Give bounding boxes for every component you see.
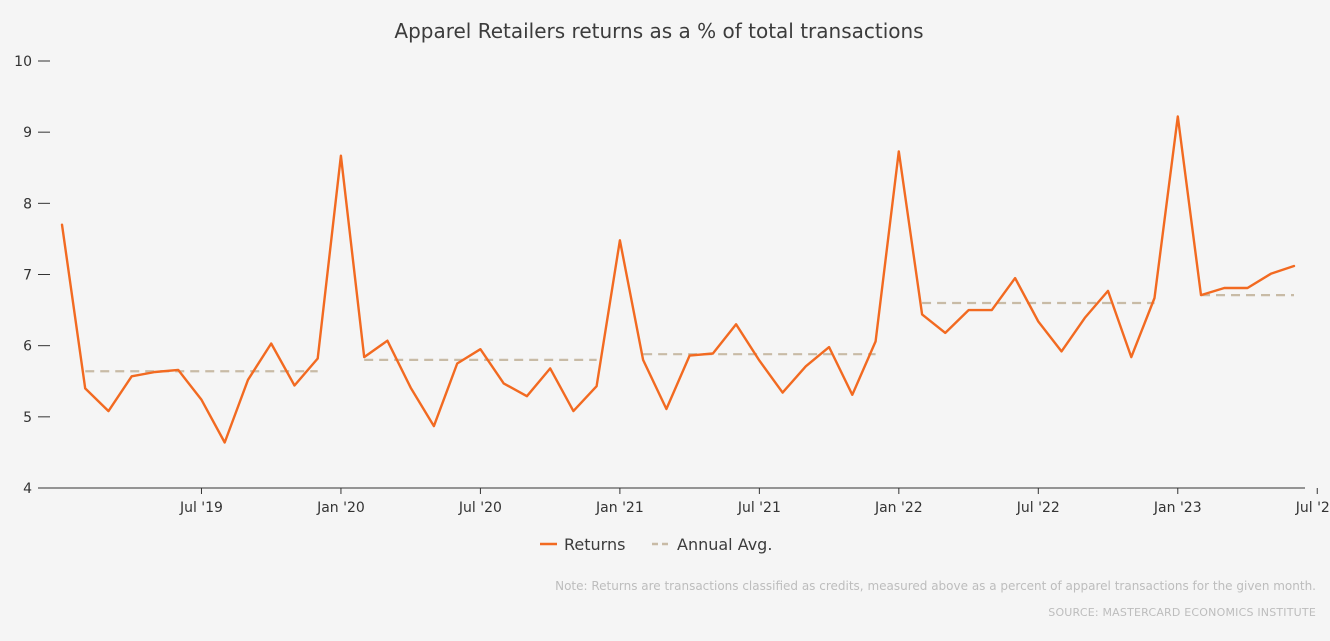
returns-point (687, 353, 693, 359)
returns-point (570, 408, 576, 414)
returns-point (826, 344, 832, 350)
returns-point (222, 439, 228, 445)
returns-point (268, 341, 274, 347)
y-tick-label: 6 (23, 339, 32, 355)
returns-point (1035, 318, 1041, 324)
returns-point (942, 330, 948, 336)
returns-point (803, 363, 809, 369)
annual-avg-series (85, 294, 1294, 373)
returns-point (896, 148, 902, 154)
returns-point (105, 408, 111, 414)
returns-point (1012, 275, 1018, 281)
returns-point (1245, 285, 1251, 291)
returns-point (175, 367, 181, 373)
returns-point (710, 350, 716, 356)
returns-point (431, 423, 437, 429)
returns-point (361, 354, 367, 360)
footnote: Note: Returns are transactions classifie… (555, 579, 1316, 593)
x-tick-label: Jan '23 (1153, 500, 1202, 516)
legend-returns-label: Returns (564, 535, 625, 554)
returns-point (663, 406, 669, 412)
y-tick-label: 8 (23, 196, 32, 212)
returns-point (477, 346, 483, 352)
returns-point (849, 392, 855, 398)
legend-annual-avg-label: Annual Avg. (677, 535, 772, 554)
legend-item-returns[interactable]: Returns (540, 535, 625, 554)
returns-point (1198, 292, 1204, 298)
returns-point (1175, 114, 1181, 120)
returns-point (1291, 263, 1297, 269)
returns-point (756, 358, 762, 364)
x-tick-label: Jul '23 (1295, 500, 1330, 516)
returns-point (152, 369, 158, 375)
returns-point (129, 373, 135, 379)
y-tick-label: 4 (23, 481, 32, 497)
returns-point (245, 377, 251, 383)
returns-point (82, 385, 88, 391)
returns-point (524, 393, 530, 399)
legend-item-annual-avg[interactable]: Annual Avg. (652, 535, 772, 554)
returns-point (780, 390, 786, 396)
returns-point (640, 357, 646, 363)
returns-point (1059, 348, 1065, 354)
returns-point (1082, 315, 1088, 321)
legend: Returns Annual Avg. (540, 535, 772, 554)
returns-point (198, 397, 204, 403)
returns-point (384, 338, 390, 344)
x-tick-label: Jan '21 (595, 500, 644, 516)
returns-point (989, 307, 995, 313)
x-axis: Jul '19 Jan '20 Jul '20 Jan '21 Jul '21 Jan '… (48, 487, 1330, 516)
y-tick-label: 7 (23, 268, 32, 284)
returns-point (408, 385, 414, 391)
returns-point (1221, 285, 1227, 291)
returns-point (1152, 295, 1158, 301)
returns-series (59, 114, 1297, 445)
y-tick-label: 10 (14, 54, 32, 70)
returns-point (966, 307, 972, 313)
returns-point (501, 380, 507, 386)
y-axis: 4 5 6 7 8 9 10 (14, 54, 50, 497)
returns-point (594, 383, 600, 389)
returns-point (291, 383, 297, 389)
returns-point (547, 365, 553, 371)
returns-point (338, 153, 344, 159)
x-tick-label: Jul '20 (458, 500, 502, 516)
returns-point (1128, 354, 1134, 360)
x-tick-label: Jan '20 (316, 500, 365, 516)
returns-point (315, 355, 321, 361)
y-tick-label: 9 (23, 125, 32, 141)
x-tick-label: Jul '21 (737, 500, 781, 516)
x-tick-label: Jan '22 (874, 500, 923, 516)
chart-title: Apparel Retailers returns as a % of tota… (394, 19, 923, 43)
returns-point (1268, 271, 1274, 277)
source-credit: SOURCE: MASTERCARD ECONOMICS INSTITUTE (1048, 606, 1316, 619)
x-tick-label: Jul '19 (179, 500, 223, 516)
x-tick-label: Jul '22 (1016, 500, 1060, 516)
returns-point (919, 311, 925, 317)
returns-point (59, 222, 65, 228)
returns-point (617, 237, 623, 243)
returns-point (454, 360, 460, 366)
returns-line (60, 115, 1296, 444)
y-tick-label: 5 (23, 410, 32, 426)
returns-point (1105, 288, 1111, 294)
returns-point (873, 338, 879, 344)
returns-point (733, 321, 739, 327)
